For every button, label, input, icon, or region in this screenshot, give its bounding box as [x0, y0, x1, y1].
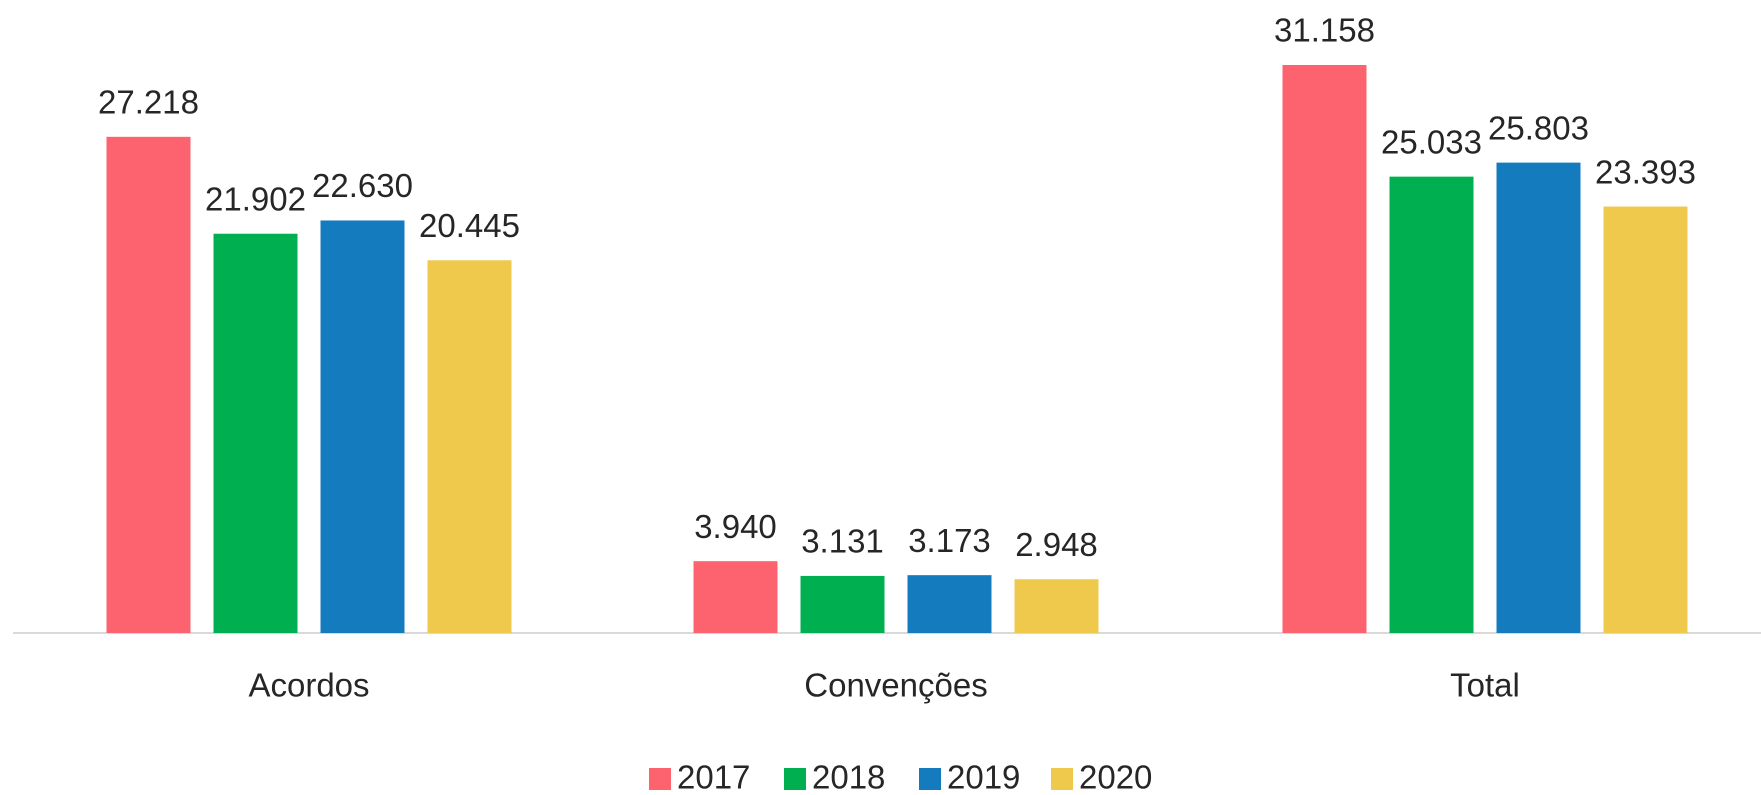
data-label: 3.131: [801, 523, 884, 560]
bar: [907, 575, 992, 633]
data-label: 20.445: [419, 207, 520, 244]
bar: [800, 575, 885, 633]
bar: [1389, 176, 1474, 633]
data-label: 21.902: [205, 180, 306, 217]
bar: [106, 136, 191, 633]
data-label: 27.218: [98, 84, 199, 121]
x-tick-label: Acordos: [248, 667, 369, 704]
legend-swatch: [784, 768, 806, 790]
legend-label: 2017: [677, 759, 750, 795]
legend-swatch: [649, 768, 671, 790]
data-label: 31.158: [1274, 12, 1375, 49]
legend-swatch: [1051, 768, 1073, 790]
data-label: 25.033: [1381, 123, 1482, 160]
x-tick-label: Total: [1450, 667, 1520, 704]
bar: [1014, 579, 1099, 633]
bar: [427, 260, 512, 633]
legend-label: 2020: [1079, 759, 1152, 795]
legend-swatch: [919, 768, 941, 790]
data-label: 22.630: [312, 167, 413, 204]
legend-label: 2019: [947, 759, 1020, 795]
data-label: 2.948: [1015, 526, 1098, 563]
data-label: 3.940: [694, 508, 777, 545]
data-label: 3.173: [908, 522, 991, 559]
bar: [1603, 206, 1688, 633]
bar: [1496, 162, 1581, 633]
data-label: 23.393: [1595, 153, 1696, 190]
x-tick-label: Convenções: [804, 667, 987, 704]
data-label: 25.803: [1488, 109, 1589, 146]
legend-label: 2018: [812, 759, 885, 795]
bar: [1282, 65, 1367, 633]
bar: [693, 561, 778, 633]
bar: [213, 233, 298, 633]
bar: [320, 220, 405, 633]
